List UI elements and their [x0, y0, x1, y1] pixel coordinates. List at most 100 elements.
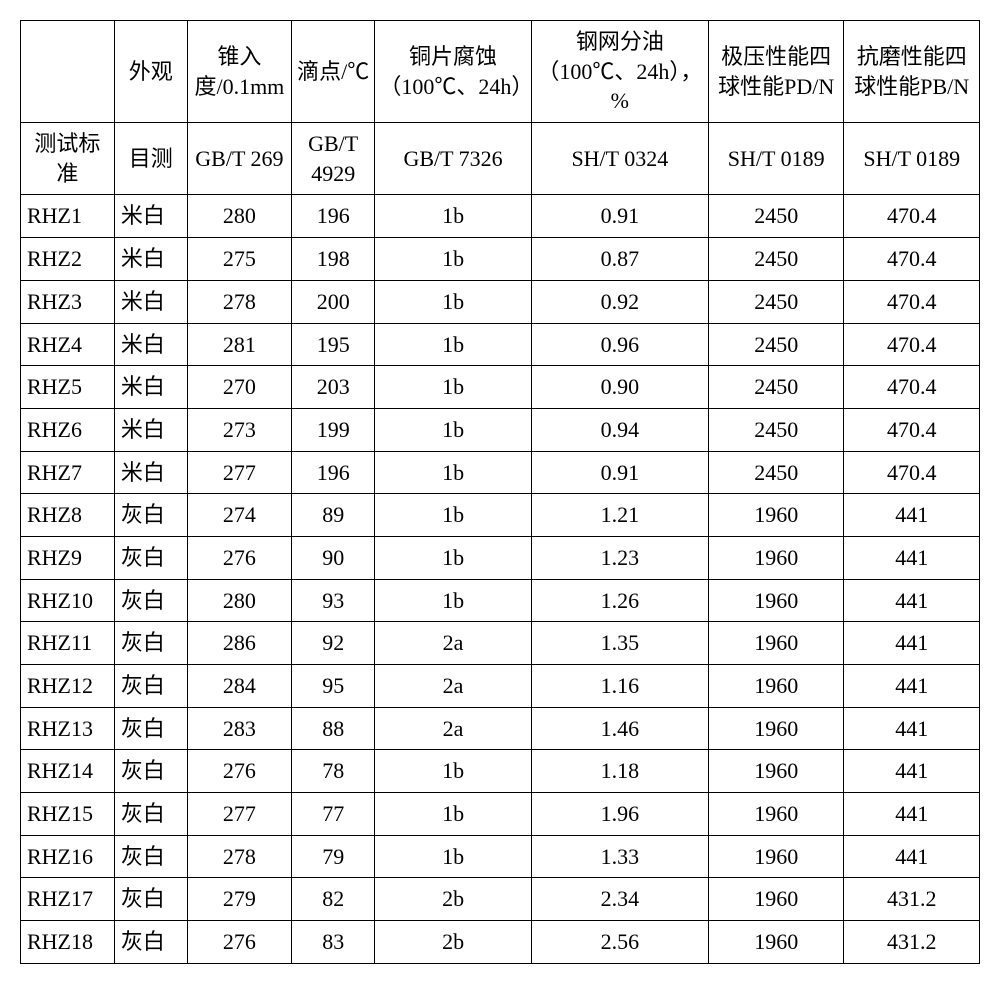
row-id: RHZ18: [21, 921, 115, 964]
row-drop: 95: [292, 665, 375, 708]
header2-appearance: 目测: [114, 123, 187, 195]
row-copper: 1b: [375, 579, 531, 622]
row-copper: 1b: [375, 323, 531, 366]
header2-pd: SH/T 0189: [708, 123, 844, 195]
row-cone: 280: [187, 195, 291, 238]
row-copper: 1b: [375, 835, 531, 878]
header2-cone: GB/T 269: [187, 123, 291, 195]
row-appearance: 米白: [114, 408, 187, 451]
header-row-2: 测试标准 目测 GB/T 269 GB/T 4929 GB/T 7326 SH/…: [21, 123, 980, 195]
row-copper: 2a: [375, 622, 531, 665]
row-pb: 441: [844, 494, 980, 537]
row-cone: 281: [187, 323, 291, 366]
row-pb: 441: [844, 579, 980, 622]
row-copper: 1b: [375, 536, 531, 579]
row-oil: 1.18: [531, 750, 708, 793]
row-pd: 2450: [708, 280, 844, 323]
row-appearance: 米白: [114, 323, 187, 366]
row-pd: 1960: [708, 494, 844, 537]
row-copper: 1b: [375, 366, 531, 409]
header-pb: 抗磨性能四球性能PB/N: [844, 21, 980, 123]
table-row: RHZ2米白2751981b0.872450470.4: [21, 238, 980, 281]
header2-label: 测试标准: [21, 123, 115, 195]
row-pd: 1960: [708, 622, 844, 665]
table-row: RHZ11灰白286922a1.351960441: [21, 622, 980, 665]
row-id: RHZ6: [21, 408, 115, 451]
row-pb: 441: [844, 750, 980, 793]
header2-copper: GB/T 7326: [375, 123, 531, 195]
row-drop: 90: [292, 536, 375, 579]
table-row: RHZ15灰白277771b1.961960441: [21, 793, 980, 836]
row-copper: 1b: [375, 238, 531, 281]
row-appearance: 灰白: [114, 921, 187, 964]
row-pb: 431.2: [844, 921, 980, 964]
row-copper: 1b: [375, 408, 531, 451]
row-id: RHZ11: [21, 622, 115, 665]
row-pb: 470.4: [844, 238, 980, 281]
row-id: RHZ15: [21, 793, 115, 836]
row-pd: 1960: [708, 921, 844, 964]
table-row: RHZ14灰白276781b1.181960441: [21, 750, 980, 793]
row-pb: 441: [844, 835, 980, 878]
table-row: RHZ3米白2782001b0.922450470.4: [21, 280, 980, 323]
row-pd: 1960: [708, 878, 844, 921]
row-cone: 276: [187, 536, 291, 579]
row-pb: 470.4: [844, 195, 980, 238]
row-pb: 441: [844, 665, 980, 708]
row-copper: 1b: [375, 793, 531, 836]
row-drop: 196: [292, 195, 375, 238]
row-cone: 284: [187, 665, 291, 708]
row-oil: 1.96: [531, 793, 708, 836]
row-drop: 83: [292, 921, 375, 964]
row-id: RHZ9: [21, 536, 115, 579]
row-drop: 79: [292, 835, 375, 878]
header2-pb: SH/T 0189: [844, 123, 980, 195]
row-oil: 0.87: [531, 238, 708, 281]
row-pb: 470.4: [844, 451, 980, 494]
row-id: RHZ13: [21, 707, 115, 750]
row-pd: 2450: [708, 451, 844, 494]
row-oil: 1.21: [531, 494, 708, 537]
row-appearance: 灰白: [114, 536, 187, 579]
row-copper: 2b: [375, 878, 531, 921]
row-appearance: 米白: [114, 366, 187, 409]
row-drop: 200: [292, 280, 375, 323]
table-row: RHZ8灰白274891b1.211960441: [21, 494, 980, 537]
row-id: RHZ2: [21, 238, 115, 281]
row-pd: 1960: [708, 793, 844, 836]
row-oil: 0.91: [531, 195, 708, 238]
row-appearance: 灰白: [114, 835, 187, 878]
row-cone: 277: [187, 793, 291, 836]
row-id: RHZ12: [21, 665, 115, 708]
table-body: 外观 锥入度/0.1mm 滴点/℃ 铜片腐蚀（100℃、24h） 钢网分油（10…: [21, 21, 980, 964]
row-cone: 279: [187, 878, 291, 921]
row-drop: 199: [292, 408, 375, 451]
header2-drop: GB/T 4929: [292, 123, 375, 195]
row-appearance: 灰白: [114, 622, 187, 665]
row-appearance: 米白: [114, 451, 187, 494]
row-pb: 441: [844, 536, 980, 579]
row-copper: 2b: [375, 921, 531, 964]
row-id: RHZ17: [21, 878, 115, 921]
row-pd: 2450: [708, 366, 844, 409]
table-row: RHZ7米白2771961b0.912450470.4: [21, 451, 980, 494]
row-cone: 270: [187, 366, 291, 409]
row-oil: 2.34: [531, 878, 708, 921]
table-row: RHZ5米白2702031b0.902450470.4: [21, 366, 980, 409]
row-appearance: 米白: [114, 280, 187, 323]
row-drop: 203: [292, 366, 375, 409]
header-cone: 锥入度/0.1mm: [187, 21, 291, 123]
row-copper: 1b: [375, 494, 531, 537]
row-drop: 93: [292, 579, 375, 622]
table-row: RHZ17灰白279822b2.341960431.2: [21, 878, 980, 921]
row-drop: 77: [292, 793, 375, 836]
row-appearance: 灰白: [114, 878, 187, 921]
row-pb: 431.2: [844, 878, 980, 921]
row-appearance: 灰白: [114, 665, 187, 708]
row-appearance: 灰白: [114, 579, 187, 622]
row-copper: 2a: [375, 707, 531, 750]
row-pd: 1960: [708, 835, 844, 878]
row-copper: 2a: [375, 665, 531, 708]
row-copper: 1b: [375, 280, 531, 323]
row-oil: 2.56: [531, 921, 708, 964]
